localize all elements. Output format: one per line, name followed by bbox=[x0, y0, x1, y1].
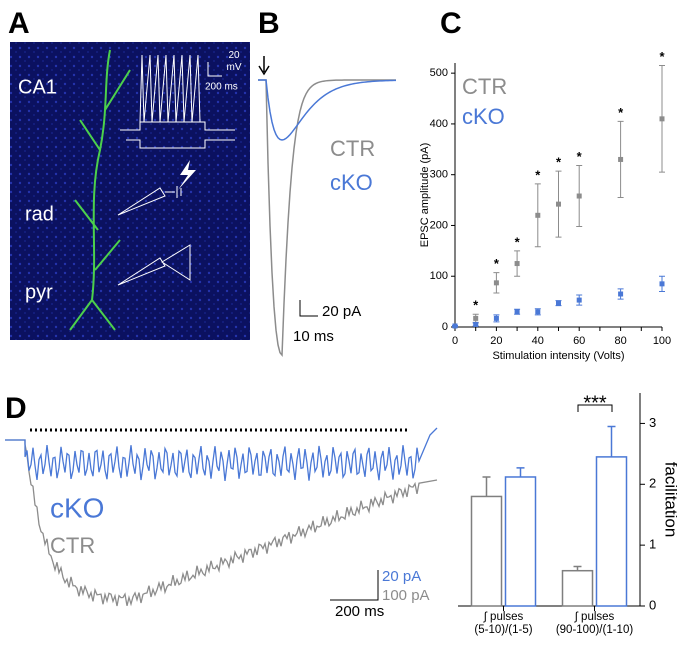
inset-trace bbox=[120, 54, 235, 149]
scale-label: 100 pA bbox=[382, 587, 430, 604]
bar bbox=[470, 495, 503, 607]
micrograph-texture bbox=[10, 42, 250, 340]
x-tick-label: 80 bbox=[614, 335, 626, 347]
point bbox=[556, 300, 561, 306]
point bbox=[473, 321, 479, 327]
scale-label: 200 ms bbox=[335, 603, 384, 620]
point bbox=[659, 281, 665, 287]
bar bbox=[504, 476, 537, 607]
point bbox=[556, 201, 561, 207]
point bbox=[618, 291, 624, 297]
scale-bar bbox=[330, 570, 379, 601]
point bbox=[576, 297, 582, 303]
x-tick-label: 20 bbox=[490, 335, 502, 347]
x-tick-label: 0 bbox=[452, 335, 458, 347]
panel-label: A bbox=[8, 7, 30, 40]
significance-label: * bbox=[556, 155, 562, 170]
significance-label: * bbox=[473, 298, 479, 313]
scale-bar bbox=[299, 300, 318, 317]
region-label: CA1 bbox=[18, 76, 57, 98]
scale-label: 20 mV bbox=[226, 50, 242, 73]
significance-label: * bbox=[535, 167, 541, 182]
y-tick-label: 500 bbox=[430, 67, 448, 79]
scale-label: 20 pA bbox=[322, 303, 361, 320]
legend-label: cKO bbox=[462, 104, 505, 129]
x-tick-label: 60 bbox=[573, 335, 585, 347]
bar bbox=[561, 569, 594, 607]
y-tick-label: 2 bbox=[649, 476, 656, 491]
significance-label: * bbox=[515, 234, 521, 249]
x-tick-label: ∫ pulses (5-10)/(1-5) bbox=[474, 611, 533, 637]
trace-cko bbox=[258, 79, 397, 141]
legend-label: CTR bbox=[330, 136, 375, 161]
y-tick-label: 100 bbox=[430, 270, 448, 282]
point bbox=[535, 212, 541, 218]
point bbox=[659, 116, 665, 122]
point bbox=[514, 309, 520, 315]
significance-label: * bbox=[494, 256, 500, 271]
point bbox=[493, 315, 499, 321]
neuron bbox=[69, 49, 131, 331]
error-bar bbox=[607, 425, 616, 457]
point bbox=[576, 193, 582, 199]
legend-label: cKO bbox=[50, 492, 104, 523]
trace-cko bbox=[5, 427, 438, 481]
y-axis-label: EPSC amplitude (pA) bbox=[419, 143, 431, 248]
y-tick-label: 200 bbox=[430, 219, 448, 231]
significance-bracket bbox=[577, 404, 613, 412]
annotation: *** bbox=[583, 392, 607, 414]
y-tick-label: 3 bbox=[649, 415, 656, 430]
x-tick-label: 100 bbox=[653, 335, 671, 347]
electrodes bbox=[117, 186, 191, 286]
point bbox=[473, 315, 479, 321]
error-bar bbox=[573, 565, 582, 571]
scale-bar bbox=[207, 62, 222, 77]
point bbox=[514, 261, 520, 267]
bar bbox=[595, 456, 628, 607]
panel-label: C bbox=[440, 7, 462, 40]
y-tick-label: 300 bbox=[430, 169, 448, 181]
point bbox=[618, 156, 624, 162]
significance-label: * bbox=[577, 149, 583, 164]
region-label: pyr bbox=[25, 281, 53, 303]
x-tick-label: 40 bbox=[532, 335, 544, 347]
error-bar bbox=[516, 467, 525, 477]
scale-label: 200 ms bbox=[205, 82, 238, 93]
legend-label: CTR bbox=[50, 533, 95, 558]
trace-ctr bbox=[258, 79, 396, 357]
x-tick-label: ∫ pulses (90-100)/(1-10) bbox=[555, 611, 634, 637]
legend-label: CTR bbox=[462, 74, 507, 99]
y-tick-label: 0 bbox=[442, 321, 448, 333]
point bbox=[535, 309, 541, 315]
error-bar bbox=[482, 476, 491, 497]
significance-label: * bbox=[618, 105, 624, 120]
significance-label: * bbox=[659, 49, 665, 64]
point bbox=[493, 280, 499, 286]
y-tick-label: 1 bbox=[649, 537, 656, 552]
point bbox=[452, 323, 458, 329]
y-tick-label: 400 bbox=[430, 118, 448, 130]
panel-label: B bbox=[258, 7, 280, 40]
trace-ctr bbox=[5, 439, 438, 607]
y-axis-label: facilitation bbox=[662, 462, 677, 538]
legend-label: cKO bbox=[330, 170, 373, 195]
scale-label: 20 pA bbox=[382, 568, 421, 585]
x-axis-label: Stimulation intensity (Volts) bbox=[492, 350, 624, 362]
scale-label: 10 ms bbox=[293, 328, 334, 345]
y-tick-label: 0 bbox=[649, 597, 656, 612]
region-label: rad bbox=[25, 203, 54, 225]
stim-arrow bbox=[258, 56, 270, 76]
stim-icon bbox=[178, 160, 196, 190]
panel-label: D bbox=[5, 392, 27, 425]
